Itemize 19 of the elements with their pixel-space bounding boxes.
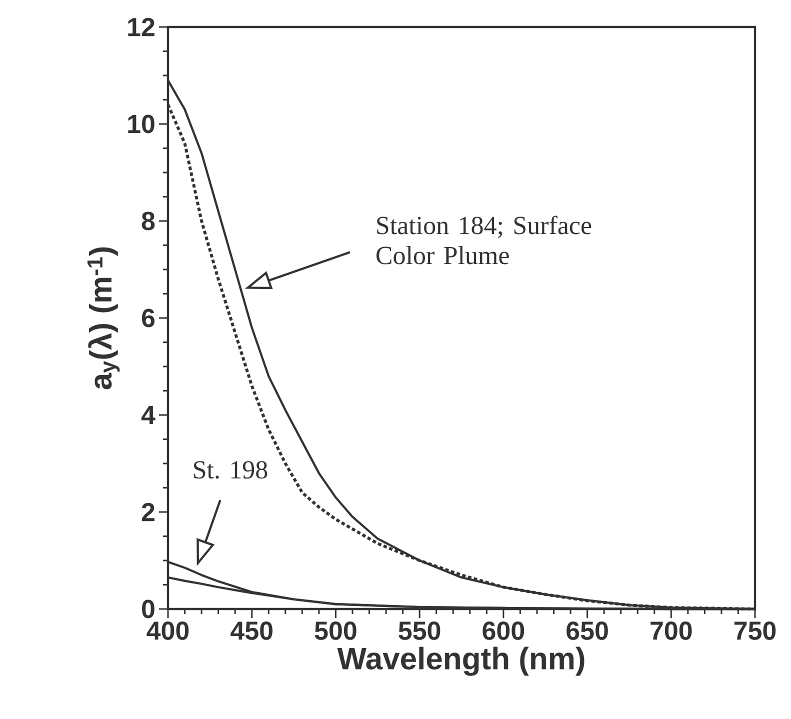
x-tick-label: 750: [734, 622, 776, 640]
y-tick-label: 0: [142, 600, 154, 618]
x-tick-label: 450: [230, 622, 272, 640]
y-tick-label: 10: [128, 114, 154, 134]
x-tick-label: 600: [482, 622, 524, 640]
annotation: Station 184; Surface Color Plume: [376, 216, 592, 264]
x-tick-label: 500: [314, 622, 356, 640]
y-tick-label: 2: [142, 502, 154, 522]
x-tick-label: 550: [398, 622, 440, 640]
x-tick-label: 650: [566, 622, 608, 640]
x-axis-title: Wavelength (nm): [337, 646, 584, 676]
x-tick-label: 400: [146, 622, 189, 640]
y-tick-label: 8: [142, 212, 155, 230]
y-tick-label: 4: [141, 406, 156, 424]
y-tick-label: 12: [128, 18, 154, 36]
y-tick-label: 6: [142, 308, 155, 328]
y-axis-title: a$_{y}$(λ) (m$^{-1}$): [87, 247, 120, 390]
x-tick-label: 700: [650, 622, 692, 640]
annotation: St. 198: [194, 461, 268, 479]
